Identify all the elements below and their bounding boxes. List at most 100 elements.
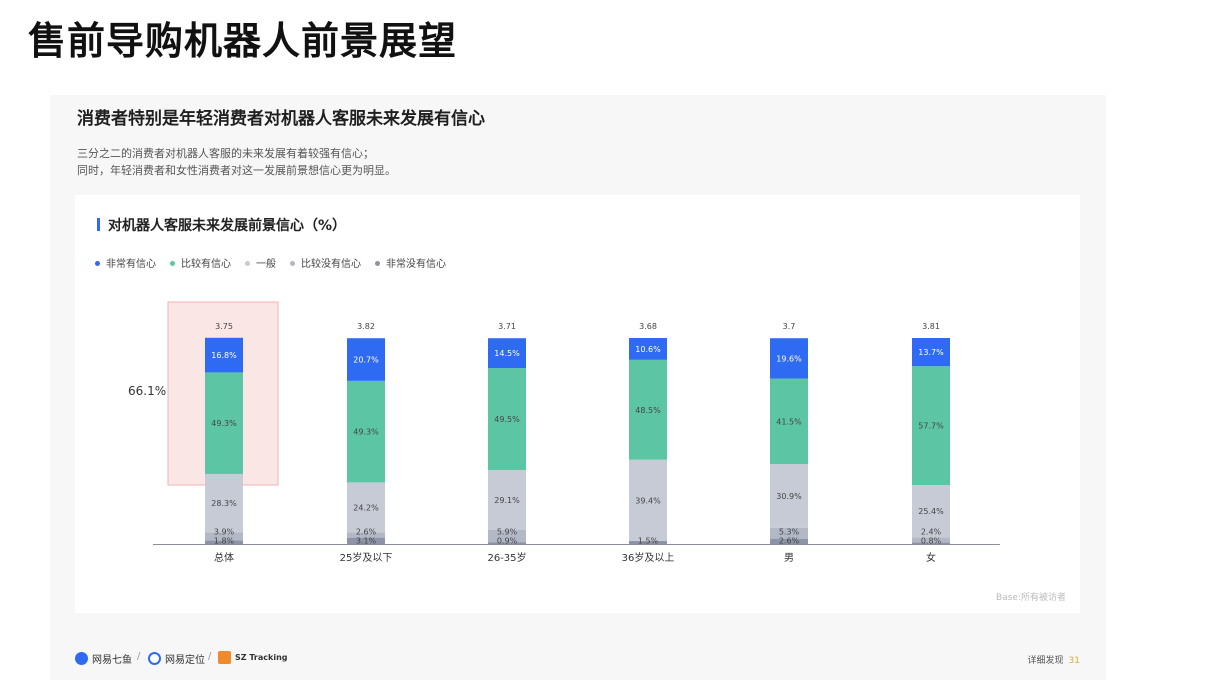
data-label: 2.6% bbox=[779, 537, 800, 546]
category-label: 总体 bbox=[214, 551, 234, 564]
bar-segment bbox=[912, 537, 950, 543]
data-label: 19.6% bbox=[776, 354, 802, 363]
data-label: 1.8% bbox=[214, 537, 235, 546]
legend-item: 一般 bbox=[245, 255, 276, 270]
bar-segment bbox=[488, 368, 526, 471]
legend-swatch bbox=[95, 261, 100, 266]
data-label: 49.5% bbox=[494, 415, 520, 424]
data-label: 16.8% bbox=[211, 351, 237, 360]
bar-segment bbox=[347, 537, 385, 544]
logo-dingwei: 网易定位 bbox=[148, 651, 205, 666]
bar-segment bbox=[205, 372, 243, 474]
score-label: 3.68 bbox=[639, 322, 657, 331]
bar-segment bbox=[770, 378, 808, 465]
legend-label: 一般 bbox=[256, 259, 276, 270]
data-label: 49.3% bbox=[353, 428, 379, 437]
slide-description: 三分之二的消费者对机器人客服的未来发展有着较强有信心； 同时，年轻消费者和女性消… bbox=[77, 145, 396, 179]
bar-segment bbox=[629, 338, 667, 360]
description-line: 同时，年轻消费者和女性消费者对这一发展前景想信心更为明显。 bbox=[77, 164, 396, 177]
data-label: 29.1% bbox=[494, 496, 520, 505]
bar-segment bbox=[629, 540, 667, 544]
data-label: 0.9% bbox=[497, 537, 518, 546]
data-label: 57.7% bbox=[918, 422, 944, 431]
chart-title-text: 对机器人客服未来发展前景信心（%） bbox=[108, 218, 347, 234]
data-label: 48.5% bbox=[635, 406, 661, 415]
source-note: Base:所有被访者 bbox=[996, 593, 1066, 603]
bar-segment bbox=[912, 485, 950, 538]
bar-segment bbox=[347, 338, 385, 381]
bar-segment bbox=[770, 538, 808, 544]
legend-item: 比较没有信心 bbox=[290, 255, 361, 270]
bar-segment bbox=[488, 470, 526, 530]
data-label: 24.2% bbox=[353, 503, 379, 512]
footer: 网易七鱼 / 网易定位 / SZ Tracking 详细发现 31 bbox=[50, 647, 1106, 675]
data-label: 41.5% bbox=[776, 417, 802, 426]
bar-segment bbox=[347, 380, 385, 483]
bar-segment bbox=[205, 540, 243, 544]
data-label: 1.5% bbox=[638, 537, 659, 546]
qiyu-logo-icon bbox=[75, 652, 88, 665]
chart-title: 对机器人客服未来发展前景信心（%） bbox=[97, 215, 346, 235]
legend-item: 非常没有信心 bbox=[375, 255, 446, 270]
page-indicator: 详细发现 31 bbox=[1028, 653, 1080, 666]
logo-separator: / bbox=[137, 651, 141, 662]
score-label: 3.81 bbox=[922, 322, 940, 331]
bar-segment bbox=[205, 337, 243, 373]
logo-qiyu: 网易七鱼 bbox=[75, 651, 132, 666]
category-label: 女 bbox=[926, 551, 936, 564]
data-label: 25.4% bbox=[918, 507, 944, 516]
legend-label: 非常有信心 bbox=[106, 259, 156, 270]
data-label: 28.3% bbox=[211, 499, 237, 508]
legend-item: 比较有信心 bbox=[170, 255, 231, 270]
bar-segment bbox=[770, 338, 808, 379]
score-label: 3.82 bbox=[357, 322, 375, 331]
data-label: 14.5% bbox=[494, 349, 520, 358]
legend-swatch bbox=[375, 261, 380, 266]
data-label: 2.4% bbox=[921, 528, 942, 537]
bar-segment bbox=[488, 338, 526, 369]
data-label: 5.9% bbox=[497, 528, 518, 537]
data-label: 30.9% bbox=[776, 492, 802, 501]
highlight-annotation: 66.1% bbox=[128, 384, 166, 398]
data-label: 20.7% bbox=[353, 356, 379, 365]
bar-segment bbox=[347, 482, 385, 533]
data-label: 3.1% bbox=[356, 537, 377, 546]
legend-label: 比较没有信心 bbox=[301, 259, 361, 270]
logo-text: 网易七鱼 bbox=[92, 655, 132, 666]
bar-segment bbox=[912, 338, 950, 367]
category-label: 25岁及以下 bbox=[340, 551, 393, 564]
data-label: 13.7% bbox=[918, 348, 944, 357]
score-label: 3.75 bbox=[215, 322, 233, 331]
data-label: 39.4% bbox=[635, 496, 661, 505]
bar-segment bbox=[912, 366, 950, 486]
bar-segment bbox=[488, 529, 526, 543]
bar-segment bbox=[205, 532, 243, 541]
legend-swatch bbox=[290, 261, 295, 266]
legend-swatch bbox=[245, 261, 250, 266]
data-label: 49.3% bbox=[211, 419, 237, 428]
bar-segment bbox=[770, 464, 808, 528]
logo-sz-tracking: SZ Tracking bbox=[218, 651, 288, 664]
description-line: 三分之二的消费者对机器人客服的未来发展有着较强有信心； bbox=[77, 147, 374, 160]
data-label: 0.8% bbox=[921, 537, 942, 546]
slide: 消费者特别是年轻消费者对机器人客服未来发展有信心 三分之二的消费者对机器人客服的… bbox=[50, 95, 1106, 680]
bar-segment bbox=[912, 542, 950, 544]
title-accent-bar bbox=[97, 218, 100, 231]
category-label: 36岁及以上 bbox=[622, 551, 675, 564]
page-label: 详细发现 bbox=[1027, 656, 1064, 666]
score-label: 3.7 bbox=[783, 322, 796, 331]
chart-legend: 非常有信心 比较有信心 一般 比较没有信心 非常没有信心 bbox=[95, 255, 460, 270]
category-label: 男 bbox=[784, 552, 794, 564]
slide-heading: 消费者特别是年轻消费者对机器人客服未来发展有信心 bbox=[77, 109, 485, 129]
bar-segment bbox=[205, 473, 243, 533]
bar-segment bbox=[629, 459, 667, 541]
sz-tracking-logo-icon bbox=[218, 651, 231, 664]
bar-segment bbox=[629, 359, 667, 460]
logo-text: 网易定位 bbox=[165, 655, 205, 666]
legend-label: 非常没有信心 bbox=[386, 259, 446, 270]
bar-segment bbox=[347, 532, 385, 538]
category-label: 26-35岁 bbox=[487, 551, 526, 564]
chart-card: 对机器人客服未来发展前景信心（%） 非常有信心 比较有信心 一般 比较没有信心 非常没有… bbox=[75, 195, 1080, 613]
page-title: 售前导购机器人前景展望 bbox=[28, 19, 458, 63]
legend-item: 非常有信心 bbox=[95, 255, 156, 270]
